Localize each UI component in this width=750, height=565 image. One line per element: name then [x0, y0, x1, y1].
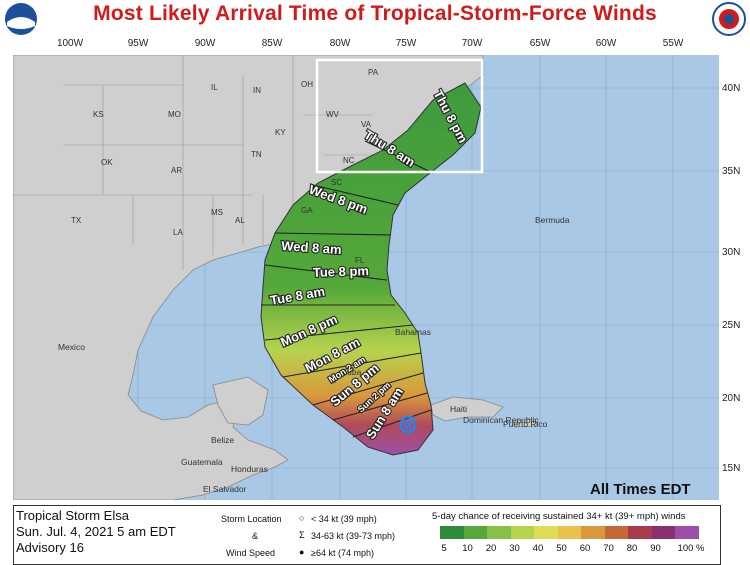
- state-label: PA: [368, 68, 379, 77]
- map-canvas: 🌀 KS MO IL IN OH PA WV VA KY TN NC OK AR SC GA MS AL TX LA…: [13, 55, 719, 500]
- scale-label: 5: [441, 543, 447, 554]
- map-title: Most Likely Arrival Time of Tropical-Sto…: [93, 2, 657, 25]
- symbol-ts-icon: Ʃ: [299, 530, 305, 540]
- all-times-note: All Times EDT: [590, 481, 691, 498]
- latitude-label: 30N: [722, 247, 741, 258]
- state-label: GA: [301, 206, 313, 215]
- scale-swatch: [510, 526, 534, 539]
- scale-swatch: [487, 526, 511, 539]
- scale-label: 70: [603, 543, 614, 554]
- scale-swatch: [557, 526, 581, 539]
- scale-title: 5-day chance of receiving sustained 34+ …: [432, 511, 686, 522]
- state-label: OK: [101, 158, 113, 167]
- state-label: MO: [168, 110, 181, 119]
- storm-location-label: Storm Location: [221, 514, 282, 524]
- arrival-time-label: Wed 8 am: [281, 238, 342, 257]
- land-yucatan: [212, 376, 269, 426]
- state-label: VA: [361, 120, 372, 129]
- longitude-label: 85W: [261, 38, 283, 49]
- longitude-label: 100W: [56, 38, 84, 49]
- state-label: NC: [343, 156, 355, 165]
- state-label: TN: [251, 150, 262, 159]
- scale-swatch: [440, 526, 464, 539]
- longitude-label: 75W: [395, 38, 417, 49]
- storm-location-icon: 🌀: [398, 415, 418, 434]
- state-label: KY: [275, 128, 286, 137]
- place-label: Haiti: [450, 404, 467, 414]
- state-label: AL: [235, 216, 245, 225]
- legend-item-low: < 34 kt (39 mph): [311, 514, 377, 524]
- state-label: AR: [171, 166, 182, 175]
- scale-label: 50: [556, 543, 567, 554]
- scale-label: 20: [485, 543, 497, 554]
- latitude-label: 25N: [722, 320, 741, 331]
- land-puerto-rico: [512, 418, 538, 428]
- scale-swatch: [463, 526, 487, 539]
- longitude-label: 90W: [194, 38, 216, 49]
- symbol-low-icon: ○: [299, 513, 305, 523]
- place-label-dominican-republic: Dominican Republic: [463, 415, 539, 425]
- scale-label: 90: [650, 543, 661, 554]
- legend-item-ts: 34-63 kt (39-73 mph): [311, 531, 396, 541]
- state-label: SC: [331, 178, 342, 187]
- nws-logo: [712, 2, 746, 36]
- state-label: LA: [173, 228, 183, 237]
- scale-swatch: [651, 526, 675, 539]
- longitude-label: 60W: [595, 38, 617, 49]
- arrival-isochrones: [261, 140, 434, 438]
- place-label: Bahamas: [395, 327, 431, 337]
- longitude-label: 70W: [461, 38, 483, 49]
- scale-label: 40: [532, 543, 544, 554]
- place-label: Cuba: [341, 367, 362, 377]
- longitude-label: 55W: [662, 38, 684, 49]
- land-hispaniola: [430, 396, 504, 422]
- zoom-box: [315, 58, 484, 174]
- legend-item-hurricane: ≥64 kt (74 mph): [311, 548, 374, 558]
- legend-panel: Tropical Storm Elsa Sun. Jul. 4, 2021 5 …: [13, 505, 721, 565]
- state-label: MS: [211, 208, 223, 217]
- scale-label: 30: [509, 543, 520, 554]
- longitude-label: 65W: [529, 38, 551, 49]
- place-label: Honduras: [231, 464, 268, 474]
- state-label: FL: [355, 256, 365, 265]
- place-label: Guatemala: [181, 457, 223, 467]
- symbol-hurricane-icon: ●: [299, 547, 305, 557]
- scale-swatch: [581, 526, 605, 539]
- scale-swatch: [628, 526, 652, 539]
- arrival-time-label: Tue 8 pm: [313, 263, 370, 280]
- scale-label: 60: [579, 543, 591, 554]
- scale-label: 10: [462, 543, 473, 554]
- scale-label: 80: [626, 543, 638, 554]
- longitude-label: 95W: [127, 38, 149, 49]
- storm-name: Tropical Storm Elsa: [16, 508, 129, 523]
- scale-label: 100 %: [677, 543, 705, 554]
- place-label: Puerto Rico: [503, 419, 548, 429]
- scale-swatch: [675, 526, 699, 539]
- latitude-label: 35N: [722, 166, 741, 177]
- place-label: Bermuda: [535, 215, 570, 225]
- state-label: TX: [71, 216, 82, 225]
- state-label: KS: [93, 110, 104, 119]
- ampersand-label: &: [252, 531, 259, 541]
- wind-speed-label: Wind Speed: [226, 548, 276, 558]
- place-label: El Salvador: [203, 484, 247, 494]
- wind-probability-swath: [260, 82, 482, 456]
- scale-swatch: [604, 526, 628, 539]
- latitude-label: 15N: [722, 463, 741, 474]
- state-label: IN: [253, 86, 261, 95]
- storm-advisory: Advisory 16: [16, 540, 84, 555]
- place-label: Mexico: [58, 342, 85, 352]
- scale-swatch: [534, 526, 558, 539]
- place-label: Belize: [211, 435, 234, 445]
- probability-scale: [440, 526, 699, 539]
- state-label: OH: [301, 80, 313, 89]
- state-label: IL: [211, 83, 218, 92]
- latitude-label: 20N: [722, 393, 741, 404]
- state-label: WV: [326, 110, 340, 119]
- storm-date: Sun. Jul. 4, 2021 5 am EDT: [16, 524, 176, 539]
- latitude-label: 40N: [722, 83, 741, 94]
- noaa-logo: [5, 3, 37, 35]
- longitude-label: 80W: [329, 38, 351, 49]
